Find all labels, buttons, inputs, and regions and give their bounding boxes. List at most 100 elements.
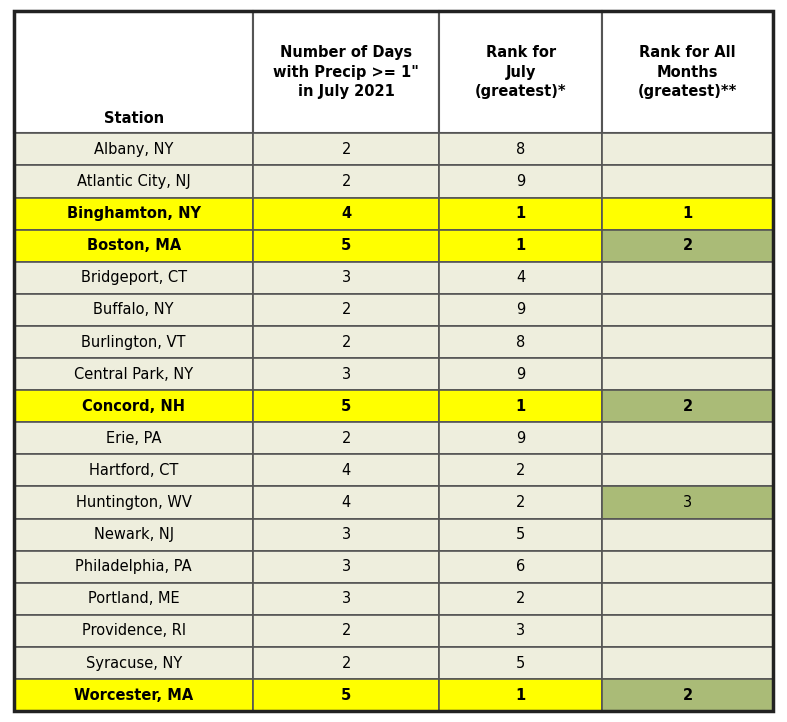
Bar xyxy=(14,134,253,165)
Text: 2: 2 xyxy=(682,238,693,253)
Bar xyxy=(439,390,602,422)
Text: Albany, NY: Albany, NY xyxy=(94,142,173,157)
Text: Huntington, WV: Huntington, WV xyxy=(76,495,191,510)
Bar xyxy=(439,679,602,711)
Bar xyxy=(14,647,253,679)
Bar xyxy=(253,230,439,262)
Text: 1: 1 xyxy=(515,399,526,414)
Bar xyxy=(439,294,602,326)
Bar xyxy=(14,583,253,615)
Text: Station: Station xyxy=(104,111,164,126)
Text: Binghamton, NY: Binghamton, NY xyxy=(67,206,201,221)
Text: 1: 1 xyxy=(515,206,526,221)
Text: 5: 5 xyxy=(516,527,525,542)
Bar xyxy=(14,518,253,551)
Text: Rank for All
Months
(greatest)**: Rank for All Months (greatest)** xyxy=(637,45,737,100)
Bar xyxy=(439,358,602,390)
Bar xyxy=(253,647,439,679)
Text: 4: 4 xyxy=(342,495,351,510)
Text: 4: 4 xyxy=(342,463,351,478)
Text: 4: 4 xyxy=(341,206,351,221)
Bar xyxy=(439,518,602,551)
Text: 2: 2 xyxy=(342,303,351,318)
Text: 5: 5 xyxy=(341,238,351,253)
Bar xyxy=(253,615,439,647)
Bar xyxy=(439,165,602,198)
Bar xyxy=(602,134,773,165)
Bar xyxy=(253,262,439,294)
Text: 2: 2 xyxy=(342,334,351,349)
Text: 3: 3 xyxy=(516,623,525,638)
Text: 1: 1 xyxy=(682,206,693,221)
Bar xyxy=(602,647,773,679)
Text: 2: 2 xyxy=(516,591,525,606)
Text: Providence, RI: Providence, RI xyxy=(82,623,186,638)
Text: 6: 6 xyxy=(516,560,525,574)
Bar xyxy=(439,647,602,679)
Bar xyxy=(14,230,253,262)
Bar xyxy=(253,518,439,551)
Text: 5: 5 xyxy=(516,656,525,671)
Bar xyxy=(14,615,253,647)
Bar xyxy=(602,583,773,615)
Bar xyxy=(439,230,602,262)
Text: Newark, NJ: Newark, NJ xyxy=(94,527,174,542)
Bar xyxy=(14,422,253,454)
Bar xyxy=(253,583,439,615)
Bar xyxy=(14,551,253,583)
Text: Atlantic City, NJ: Atlantic City, NJ xyxy=(77,174,190,189)
Text: 8: 8 xyxy=(516,334,525,349)
Bar xyxy=(602,454,773,487)
Bar xyxy=(253,487,439,518)
Bar xyxy=(253,422,439,454)
Bar xyxy=(439,615,602,647)
Bar xyxy=(439,551,602,583)
Text: Buffalo, NY: Buffalo, NY xyxy=(94,303,174,318)
Text: Central Park, NY: Central Park, NY xyxy=(74,367,194,382)
Text: Burlington, VT: Burlington, VT xyxy=(81,334,186,349)
Text: 2: 2 xyxy=(516,463,525,478)
Bar xyxy=(253,679,439,711)
Text: 3: 3 xyxy=(342,270,351,285)
Bar xyxy=(439,583,602,615)
Text: 3: 3 xyxy=(342,527,351,542)
Bar xyxy=(253,134,439,165)
Text: 5: 5 xyxy=(341,687,351,703)
Text: 3: 3 xyxy=(342,591,351,606)
Text: 2: 2 xyxy=(342,142,351,157)
Bar xyxy=(602,294,773,326)
Text: 1: 1 xyxy=(515,238,526,253)
Bar xyxy=(14,454,253,487)
Bar xyxy=(439,326,602,358)
Text: Rank for
July
(greatest)*: Rank for July (greatest)* xyxy=(475,45,567,100)
Bar xyxy=(602,487,773,518)
Bar xyxy=(602,679,773,711)
Bar xyxy=(14,11,253,134)
Text: 2: 2 xyxy=(342,174,351,189)
Bar xyxy=(253,294,439,326)
Bar xyxy=(602,230,773,262)
Bar xyxy=(602,198,773,230)
Text: 5: 5 xyxy=(341,399,351,414)
Text: 9: 9 xyxy=(516,174,525,189)
Text: Erie, PA: Erie, PA xyxy=(106,431,161,445)
Bar xyxy=(439,454,602,487)
Text: 8: 8 xyxy=(516,142,525,157)
Text: Bridgeport, CT: Bridgeport, CT xyxy=(80,270,187,285)
Bar xyxy=(14,294,253,326)
Text: 2: 2 xyxy=(342,431,351,445)
Bar xyxy=(14,487,253,518)
Bar xyxy=(253,454,439,487)
Text: 2: 2 xyxy=(342,656,351,671)
Text: 2: 2 xyxy=(342,623,351,638)
Text: Boston, MA: Boston, MA xyxy=(87,238,181,253)
Bar xyxy=(14,165,253,198)
Bar xyxy=(439,11,602,134)
Text: 2: 2 xyxy=(682,399,693,414)
Bar xyxy=(602,326,773,358)
Bar xyxy=(439,198,602,230)
Bar xyxy=(14,358,253,390)
Text: 2: 2 xyxy=(516,495,525,510)
Text: Worcester, MA: Worcester, MA xyxy=(74,687,194,703)
Text: 2: 2 xyxy=(682,687,693,703)
